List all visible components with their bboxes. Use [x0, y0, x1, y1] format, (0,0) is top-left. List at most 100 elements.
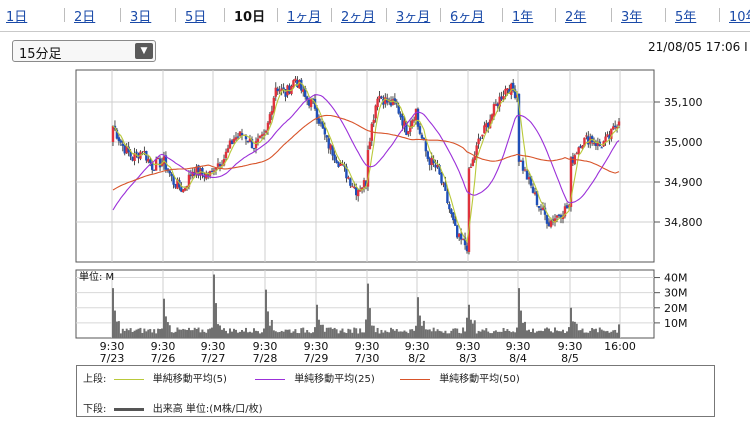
candle-down — [180, 187, 183, 192]
volume-bar — [380, 329, 383, 338]
x-tick-date: 7/23 — [100, 352, 125, 365]
volume-bar — [191, 330, 194, 338]
volume-bar — [251, 332, 253, 338]
candle-down — [380, 96, 383, 99]
volume-bar — [310, 333, 313, 338]
candle-up — [414, 108, 418, 121]
volume-bar — [189, 330, 192, 338]
volume-bar — [407, 333, 410, 338]
tab-2[interactable]: 2日 — [74, 10, 96, 25]
candle-down — [608, 135, 611, 140]
volume-bar — [494, 330, 497, 338]
candle-up — [585, 135, 588, 137]
volume-bar — [237, 332, 239, 338]
candle-up — [185, 186, 189, 189]
candle-up — [372, 119, 375, 124]
tab-12[interactable]: 3年 — [621, 10, 643, 25]
legend-sma5-label: 単純移動平均(5) — [152, 374, 227, 385]
volume-bar — [161, 328, 163, 338]
candle-down — [323, 127, 327, 135]
tab-13[interactable]: 5年 — [675, 10, 697, 25]
chevron-down-icon[interactable]: ▼ — [135, 43, 153, 59]
candle-down — [335, 160, 338, 164]
volume-bar — [370, 325, 373, 338]
volume-bar — [430, 331, 433, 338]
volume-bar — [520, 310, 522, 338]
candle-up — [575, 153, 578, 155]
volume-bar — [174, 331, 177, 338]
volume-bar — [195, 329, 198, 338]
candle-up — [481, 134, 484, 137]
volume-tick-label: 30M — [664, 287, 688, 300]
candle-up — [523, 169, 527, 171]
volume-bar — [259, 333, 261, 338]
candle-down — [393, 98, 397, 103]
candle-up — [498, 96, 501, 107]
candle-down — [158, 158, 162, 168]
volume-bar — [417, 297, 419, 338]
volume-bar — [426, 329, 429, 338]
volume-bar — [127, 330, 130, 338]
candle-up — [561, 216, 565, 220]
volume-bar — [556, 330, 558, 338]
volume-bar — [596, 332, 599, 338]
volume-bar — [610, 331, 613, 338]
candle-up — [220, 165, 224, 167]
tab-3[interactable]: 3日 — [130, 10, 152, 25]
volume-bar — [583, 332, 586, 338]
volume-bar — [382, 332, 385, 338]
candle-down — [170, 173, 173, 176]
volume-bar — [133, 330, 136, 338]
candle-up — [488, 119, 492, 129]
tab-1[interactable]: 1日 — [6, 10, 28, 25]
volume-bar — [368, 308, 371, 338]
candle-down — [539, 208, 543, 211]
volume-bar — [147, 329, 150, 338]
x-tick-date: 7/30 — [355, 352, 380, 365]
candle-up — [467, 168, 471, 252]
candle-up — [182, 189, 185, 193]
tab-8[interactable]: 3ヶ月 — [396, 10, 431, 25]
tab-6[interactable]: 1ヶ月 — [287, 10, 322, 25]
volume-bar — [587, 332, 590, 338]
x-tick-time: 9:30 — [405, 340, 430, 353]
volume-bar — [536, 331, 538, 338]
tab-separator — [331, 8, 332, 22]
volume-bar — [485, 328, 488, 338]
volume-bar — [538, 330, 540, 338]
candle-down — [434, 164, 437, 168]
candle-up — [248, 138, 252, 142]
candle-up — [457, 233, 461, 237]
volume-bar — [608, 332, 611, 338]
volume-bar — [266, 311, 269, 338]
sma50-line — [112, 114, 620, 191]
candle-up — [238, 131, 242, 137]
volume-bar — [265, 289, 267, 338]
volume-bar — [211, 327, 213, 338]
tab-5[interactable]: 10日 — [234, 10, 266, 25]
volume-bar — [333, 327, 336, 338]
interval-select[interactable]: 15分足 ▼ — [12, 40, 156, 62]
legend-sma25-swatch — [255, 378, 285, 380]
candle-up — [494, 104, 498, 106]
candle-up — [374, 105, 377, 119]
volume-bar — [288, 329, 291, 338]
volume-bar — [415, 325, 417, 338]
tab-7[interactable]: 2ヶ月 — [341, 10, 376, 25]
x-tick-time: 16:00 — [604, 340, 636, 353]
volume-bar — [432, 327, 435, 338]
volume-bar — [159, 329, 162, 338]
candle-down — [521, 160, 525, 171]
tab-10[interactable]: 1年 — [512, 10, 534, 25]
tab-4[interactable]: 5日 — [185, 10, 207, 25]
tab-14[interactable]: 10年 — [729, 10, 750, 25]
tab-11[interactable]: 2年 — [565, 10, 587, 25]
candle-up — [553, 218, 557, 223]
tab-9[interactable]: 6ヶ月 — [450, 10, 485, 25]
volume-bar — [508, 330, 511, 338]
volume-bar — [276, 332, 279, 338]
candle-down — [151, 163, 154, 170]
candle-down — [300, 79, 303, 91]
tab-separator — [440, 8, 441, 22]
candle-up — [610, 128, 613, 139]
